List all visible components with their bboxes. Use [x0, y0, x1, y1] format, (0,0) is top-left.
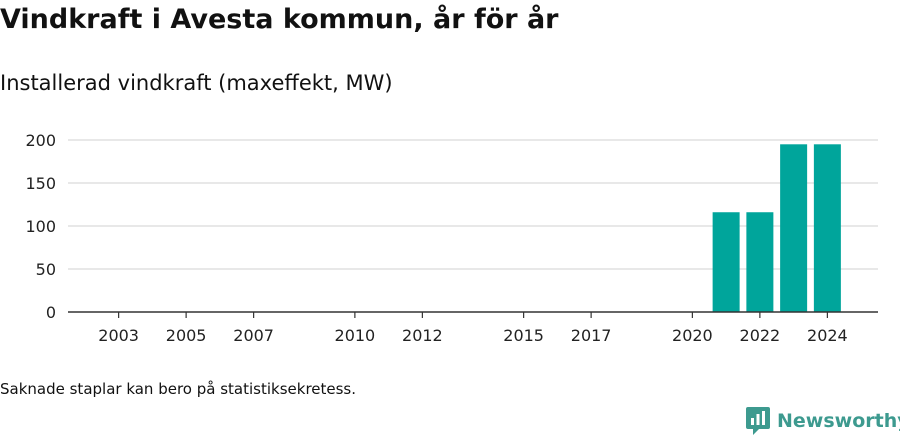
x-tick-label: 2007	[233, 326, 274, 345]
y-tick-label: 100	[25, 217, 56, 236]
x-tick-label: 2020	[672, 326, 713, 345]
chart-subtitle: Installerad vindkraft (maxeffekt, MW)	[0, 71, 393, 95]
x-tick-label: 2005	[166, 326, 207, 345]
bars	[712, 144, 841, 312]
x-tick-label: 2024	[807, 326, 848, 345]
y-tick-label: 200	[25, 131, 56, 150]
x-tick-label: 2022	[740, 326, 781, 345]
gridlines	[68, 139, 878, 270]
bar	[813, 144, 841, 312]
x-tick-label: 2015	[503, 326, 544, 345]
y-tick-label: 0	[46, 303, 56, 322]
y-tick-label: 50	[36, 260, 56, 279]
bar-chart: 0 50 100 150 200 2003 2005 2007 2010 2012 2015 201…	[25, 131, 878, 345]
x-tick-label: 2003	[98, 326, 139, 345]
x-axis-tick-labels: 2003 2005 2007 2010 2012 2015 2017 2020 2022 2024	[98, 312, 848, 345]
bar	[746, 212, 774, 312]
y-tick-label: 150	[25, 174, 56, 193]
newsworthy-logo-text: Newsworthy	[777, 410, 900, 432]
x-tick-label: 2012	[402, 326, 443, 345]
footnote: Saknade staplar kan bero på statistiksek…	[0, 380, 357, 398]
bar	[712, 212, 740, 312]
x-tick-label: 2010	[335, 326, 376, 345]
x-tick-label: 2017	[571, 326, 612, 345]
newsworthy-logo-icon	[746, 407, 770, 435]
bar	[780, 144, 808, 312]
newsworthy-logo: Newsworthy	[745, 406, 900, 436]
chart-title: Vindkraft i Avesta kommun, år för år	[0, 4, 559, 35]
y-axis-tick-labels: 0 50 100 150 200	[25, 131, 56, 322]
